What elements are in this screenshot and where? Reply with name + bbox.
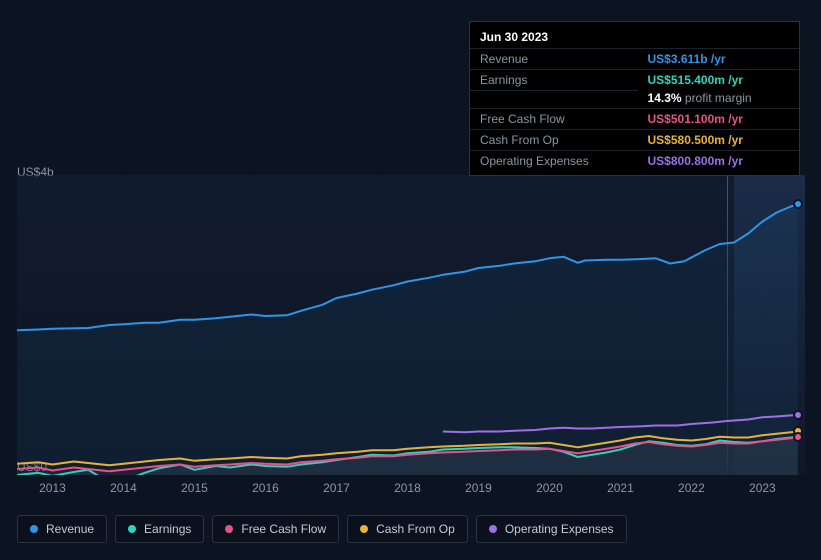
legend-swatch	[30, 525, 38, 533]
legend-label: Operating Expenses	[505, 522, 614, 536]
hover-tooltip: Jun 30 2023 RevenueUS$3.611b /yrEarnings…	[469, 21, 800, 176]
tooltip-row-label: Operating Expenses	[470, 150, 638, 171]
x-axis-tick: 2014	[110, 481, 137, 495]
tooltip-row-value: US$3.611b /yr	[638, 49, 799, 70]
x-axis-tick: 2018	[394, 481, 421, 495]
x-axis-tick: 2017	[323, 481, 350, 495]
tooltip-row: Operating ExpensesUS$800.800m /yr	[470, 150, 799, 171]
tooltip-row: Free Cash FlowUS$501.100m /yr	[470, 108, 799, 129]
tooltip-row-label: Cash From Op	[470, 129, 638, 150]
legend-swatch	[489, 525, 497, 533]
legend-item-cash-from-op[interactable]: Cash From Op	[347, 515, 468, 543]
x-axis-tick: 2023	[749, 481, 776, 495]
legend-item-earnings[interactable]: Earnings	[115, 515, 204, 543]
legend-swatch	[225, 525, 233, 533]
legend-item-free-cash-flow[interactable]: Free Cash Flow	[212, 515, 339, 543]
tooltip-row-value: US$800.800m /yr	[638, 150, 799, 171]
end-dot-free-cash-flow	[793, 432, 803, 442]
legend-label: Revenue	[46, 522, 94, 536]
end-dot-revenue	[793, 199, 803, 209]
x-axis-tick: 2015	[181, 481, 208, 495]
tooltip-date: Jun 30 2023	[470, 26, 799, 48]
tooltip-row-value: US$501.100m /yr	[638, 108, 799, 129]
tooltip-row: RevenueUS$3.611b /yr	[470, 49, 799, 70]
x-axis-tick: 2013	[39, 481, 66, 495]
legend-item-operating-expenses[interactable]: Operating Expenses	[476, 515, 627, 543]
series-area-revenue	[17, 204, 798, 475]
tooltip-row: EarningsUS$515.400m /yr	[470, 70, 799, 91]
tooltip-row-value: US$580.500m /yr	[638, 129, 799, 150]
chart-svg	[17, 175, 805, 475]
legend-swatch	[360, 525, 368, 533]
legend-label: Cash From Op	[376, 522, 455, 536]
tooltip-row-label: Earnings	[470, 70, 638, 91]
tooltip-row-label: Free Cash Flow	[470, 108, 638, 129]
legend-swatch	[128, 525, 136, 533]
legend: Revenue Earnings Free Cash Flow Cash From O…	[17, 515, 627, 543]
tooltip-row-value: US$515.400m /yr	[638, 70, 799, 91]
x-axis-tick: 2022	[678, 481, 705, 495]
chart-plot-area	[17, 175, 805, 475]
end-dot-operating-expenses	[793, 410, 803, 420]
x-axis-tick: 2019	[465, 481, 492, 495]
legend-label: Earnings	[144, 522, 191, 536]
tooltip-sub-row: 14.3% profit margin	[470, 91, 799, 109]
tooltip-row: Cash From OpUS$580.500m /yr	[470, 129, 799, 150]
x-axis-tick: 2020	[536, 481, 563, 495]
tooltip-row-label: Revenue	[470, 49, 638, 70]
x-axis: 2013 2014 2015 2016 2017 2018 2019 2020 2021 2022…	[17, 481, 805, 501]
legend-item-revenue[interactable]: Revenue	[17, 515, 107, 543]
x-axis-tick: 2016	[252, 481, 279, 495]
x-axis-tick: 2021	[607, 481, 634, 495]
legend-label: Free Cash Flow	[241, 522, 326, 536]
